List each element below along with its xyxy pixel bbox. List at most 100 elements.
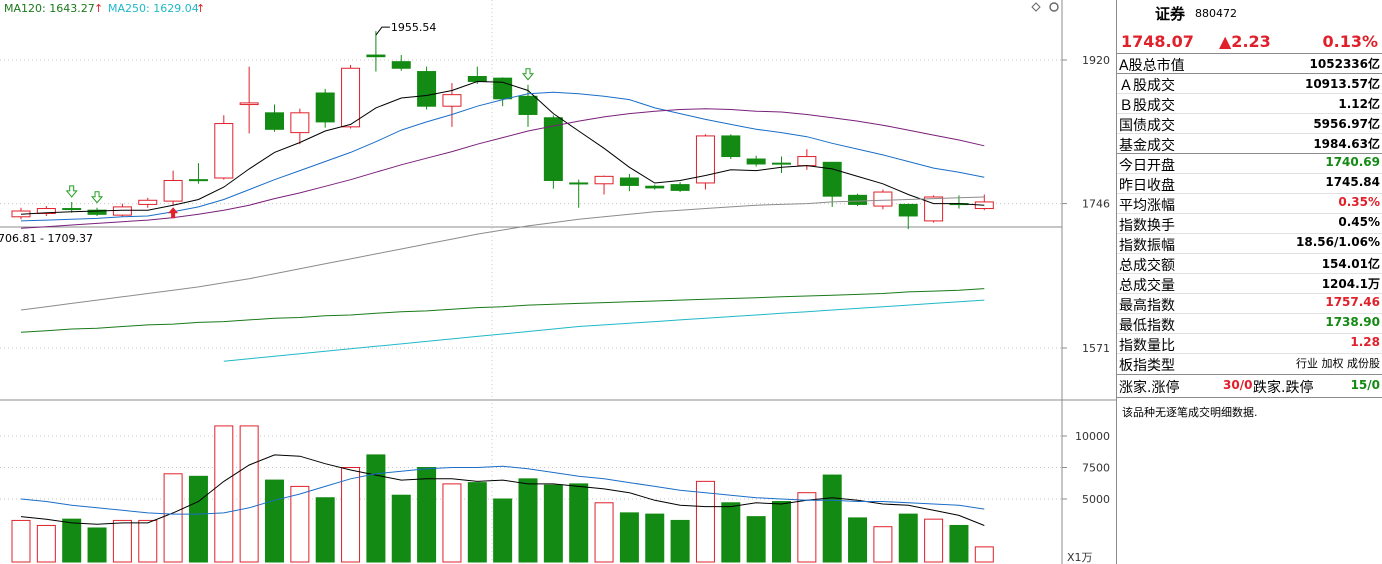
stat-row: 指数振幅 18.56/1.06% xyxy=(1117,234,1382,254)
candle-body[interactable] xyxy=(645,185,665,189)
volume-bar[interactable] xyxy=(695,480,715,563)
volume-bar[interactable] xyxy=(721,502,741,563)
stat-row: 最高指数 1757.46 xyxy=(1117,294,1382,314)
kline-chart[interactable]: 1920 1746 1571 10000 7500 5000 X1万 1955.54 706.8… xyxy=(0,0,1116,564)
kline-chart-svg[interactable]: 1920 1746 1571 10000 7500 5000 X1万 1955.54 706.8… xyxy=(0,0,1116,564)
volume-bar[interactable] xyxy=(569,483,589,563)
volume-bar[interactable] xyxy=(341,467,361,563)
candle-body[interactable] xyxy=(822,161,842,197)
candle-body[interactable] xyxy=(924,196,944,222)
stat-row: Ａ股成交 10913.57亿 xyxy=(1117,74,1382,94)
volume-bar[interactable] xyxy=(112,519,132,563)
volume-bar[interactable] xyxy=(214,425,234,563)
candle-body[interactable] xyxy=(87,209,107,215)
volume-bar[interactable] xyxy=(467,482,487,563)
board-type-value[interactable]: 行业 加权 成份股 xyxy=(1296,357,1380,370)
volume-bar[interactable] xyxy=(949,524,969,563)
candle-body[interactable] xyxy=(493,77,513,100)
volume-bar[interactable] xyxy=(265,479,284,563)
security-name: 证券 xyxy=(1155,5,1186,23)
volume-bar[interactable] xyxy=(772,501,791,563)
candle-body[interactable] xyxy=(594,175,614,185)
candle-body[interactable] xyxy=(543,117,563,181)
volume-bar[interactable] xyxy=(290,485,310,563)
volume-bar[interactable] xyxy=(619,512,639,563)
candle-body[interactable] xyxy=(619,177,639,186)
gear-icon[interactable] xyxy=(1049,2,1059,12)
volume-bar[interactable] xyxy=(848,517,868,563)
volume-bar[interactable] xyxy=(543,484,563,563)
candle-body[interactable] xyxy=(265,112,284,130)
candle-body[interactable] xyxy=(898,203,918,217)
candle-body[interactable] xyxy=(417,71,437,107)
ma120-legend[interactable]: MA120: 1643.27 xyxy=(4,2,95,15)
candle-body[interactable] xyxy=(239,102,259,106)
diamond-icon[interactable] xyxy=(1031,2,1041,12)
volume-bar[interactable] xyxy=(822,474,842,563)
stat-label: 指数换手 xyxy=(1119,218,1175,234)
candle-body[interactable] xyxy=(290,112,310,134)
volume-bar[interactable] xyxy=(518,478,538,563)
candle-body[interactable] xyxy=(188,179,208,182)
candle-body[interactable] xyxy=(214,123,234,179)
candle-body[interactable] xyxy=(746,158,766,165)
volume-bar[interactable] xyxy=(417,467,437,563)
quote-info-panel: 证券 880472 1748.07 ▲2.23 0.13% A股总市值 10523… xyxy=(1116,0,1382,564)
volume-bar[interactable] xyxy=(898,513,918,563)
volume-bar[interactable] xyxy=(239,425,259,563)
volume-bar[interactable] xyxy=(442,483,462,563)
volume-bar[interactable] xyxy=(188,475,208,563)
candle-body[interactable] xyxy=(873,191,893,207)
candle-body[interactable] xyxy=(974,201,994,210)
candle-body[interactable] xyxy=(138,199,158,205)
volume-bar[interactable] xyxy=(924,518,944,563)
volume-bar[interactable] xyxy=(315,497,335,563)
volume-bar[interactable] xyxy=(974,546,994,563)
candle-body[interactable] xyxy=(695,135,715,184)
volume-bar[interactable] xyxy=(873,526,893,563)
volume-bar[interactable] xyxy=(594,502,614,563)
candle-body[interactable] xyxy=(315,92,335,123)
volume-bar[interactable] xyxy=(670,519,690,563)
volume-bar[interactable] xyxy=(163,473,183,563)
stat-row: 指数换手 0.45% xyxy=(1117,214,1382,234)
candle-body[interactable] xyxy=(772,162,791,165)
candle-body[interactable] xyxy=(391,61,411,69)
volume-bar[interactable] xyxy=(11,519,31,563)
candle-body[interactable] xyxy=(721,135,741,158)
high-marker xyxy=(375,26,390,36)
volume-bar[interactable] xyxy=(746,516,766,563)
sell-signal-icon xyxy=(521,68,535,81)
price-ma-line xyxy=(20,91,985,222)
volume-bar[interactable] xyxy=(62,518,82,563)
volume-bar[interactable] xyxy=(797,492,817,563)
ma250-legend[interactable]: MA250: 1629.04 xyxy=(108,2,199,15)
volume-bar[interactable] xyxy=(36,524,56,563)
candle-body[interactable] xyxy=(442,94,462,107)
candle-body[interactable] xyxy=(62,208,82,211)
candle-body[interactable] xyxy=(341,67,361,128)
candle-body[interactable] xyxy=(467,76,487,82)
candle-body[interactable] xyxy=(366,54,386,58)
volume-bar[interactable] xyxy=(645,513,665,563)
volume-bar[interactable] xyxy=(87,527,107,563)
volume-bar[interactable] xyxy=(493,498,513,563)
candle-body[interactable] xyxy=(36,208,56,214)
stat-value: 1.28 xyxy=(1350,335,1380,349)
stat-label: 最低指数 xyxy=(1119,318,1175,334)
candle-body[interactable] xyxy=(112,206,132,216)
candle-body[interactable] xyxy=(163,179,183,202)
candle-body[interactable] xyxy=(848,194,868,205)
advance-decline-row: 涨家.涨停 30/0 跌家.跌停 15/0 xyxy=(1117,375,1382,398)
volume-bar[interactable] xyxy=(138,519,158,563)
stat-value: 0.45% xyxy=(1338,215,1380,229)
price-ma-line xyxy=(223,299,985,362)
trade-detail-note: 该品种无逐笔成交明细数据. xyxy=(1122,406,1258,419)
volume-bar[interactable] xyxy=(366,454,386,563)
candle-body[interactable] xyxy=(797,156,817,167)
candle-body[interactable] xyxy=(670,184,690,191)
candle-body[interactable] xyxy=(518,95,538,115)
volume-bar[interactable] xyxy=(391,494,411,563)
candle-body[interactable] xyxy=(569,182,589,185)
sell-signal-icon xyxy=(65,185,78,198)
